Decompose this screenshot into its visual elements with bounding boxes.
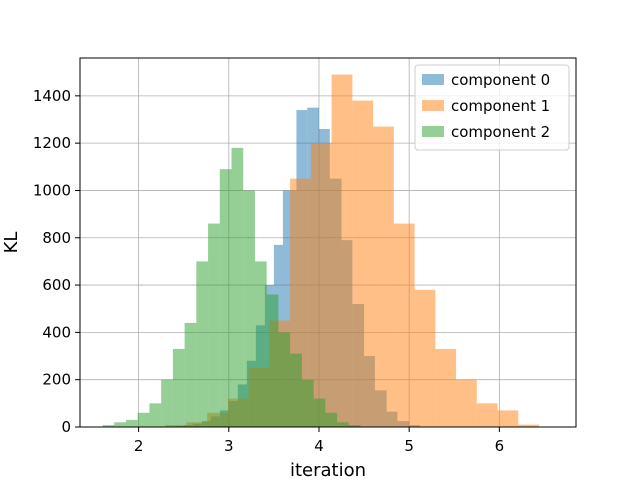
- histogram-bar: [331, 74, 353, 428]
- y-tick-label: 0: [61, 418, 71, 436]
- histogram-bar: [161, 379, 173, 427]
- y-tick-label: 400: [42, 323, 71, 341]
- histogram-bar: [219, 169, 232, 427]
- axis-ticks: 2 3 4 5 6 0 200 400 600 800 1000 1200 1400: [33, 87, 504, 455]
- histogram-bar: [290, 353, 302, 427]
- histogram-bar: [301, 379, 314, 427]
- y-tick-label: 200: [42, 371, 71, 389]
- x-tick-label: 6: [495, 437, 505, 455]
- histogram-bar: [373, 126, 394, 427]
- histogram-bar: [456, 379, 477, 427]
- y-tick-label: 600: [42, 276, 71, 294]
- histogram-bar: [137, 412, 150, 427]
- histogram-bar: [348, 425, 361, 427]
- histogram-bar: [102, 425, 115, 427]
- legend-entry: component 1: [451, 97, 550, 115]
- legend-swatch: [422, 100, 444, 111]
- histogram-bar: [208, 223, 220, 427]
- histogram-bar: [435, 348, 457, 427]
- histogram-bar: [114, 422, 126, 427]
- histogram-bar: [184, 322, 197, 427]
- legend: component 0 component 1 component 2: [414, 64, 570, 151]
- histogram-bar: [149, 403, 162, 427]
- y-tick-label: 1000: [33, 181, 71, 199]
- histogram-bar: [393, 223, 415, 427]
- legend-swatch: [422, 74, 444, 85]
- histogram-bar: [352, 100, 374, 428]
- legend-box: [414, 64, 570, 151]
- histogram-bar: [266, 294, 279, 427]
- x-tick-label: 5: [404, 437, 414, 455]
- histogram-bars: [102, 74, 540, 428]
- series-2-bars: [102, 147, 361, 427]
- y-axis-label: KL: [1, 232, 22, 254]
- y-tick-label: 800: [42, 229, 71, 247]
- histogram-bar: [125, 419, 138, 427]
- histogram-bar: [172, 348, 185, 427]
- histogram-bar: [196, 261, 209, 427]
- y-tick-label: 1400: [33, 87, 71, 105]
- plot-frame: [79, 57, 577, 428]
- histogram-bar: [313, 398, 326, 427]
- histogram-bar: [231, 147, 244, 427]
- x-tick-label: 2: [134, 437, 144, 455]
- histogram-bar: [243, 190, 255, 427]
- legend-entry: component 0: [451, 71, 550, 89]
- histogram-bar: [518, 424, 540, 427]
- histogram-bar: [310, 143, 332, 427]
- x-axis-label: iteration: [290, 460, 366, 480]
- histogram-bar: [497, 410, 519, 427]
- histogram-bar: [278, 332, 291, 427]
- legend-entry: component 2: [451, 123, 550, 141]
- histogram-bar: [476, 403, 498, 427]
- histogram-bar: [337, 422, 349, 427]
- x-tick-label: 3: [224, 437, 234, 455]
- histogram-bar: [414, 289, 436, 427]
- y-tick-label: 1200: [33, 134, 71, 152]
- histogram-bar: [325, 412, 338, 427]
- x-tick-label: 4: [314, 437, 324, 455]
- histogram-bar: [254, 261, 267, 427]
- legend-swatch: [422, 126, 444, 137]
